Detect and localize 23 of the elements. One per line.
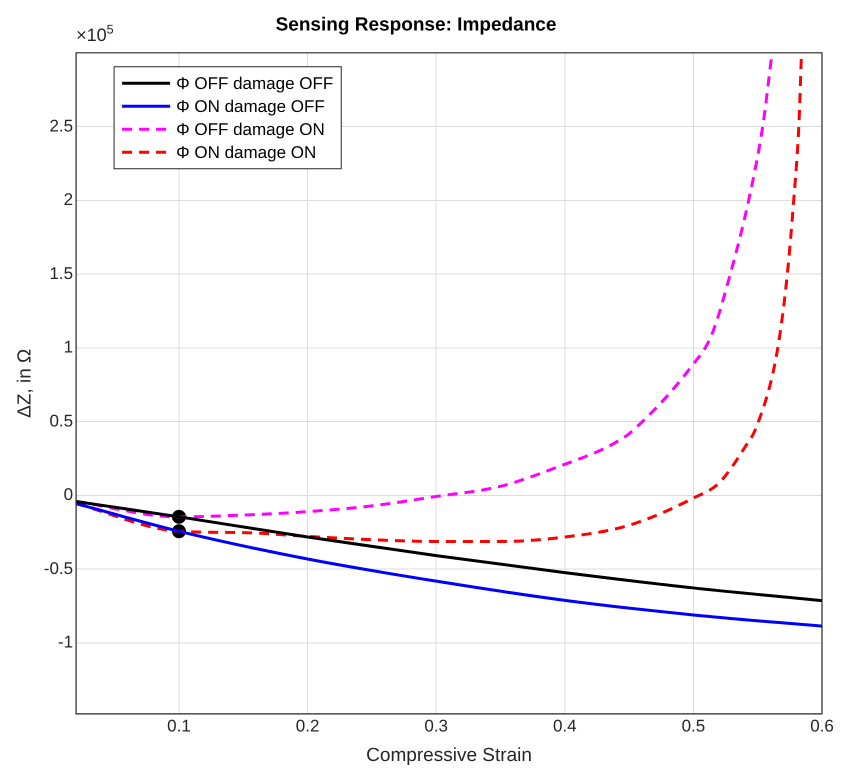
x-tick-label: 0.3 <box>424 716 448 736</box>
x-tick-label: 0.6 <box>810 716 834 736</box>
y-tick-label: 0.5 <box>49 411 74 430</box>
y-tick-label: -0.5 <box>44 558 74 578</box>
y-tick-label: 1 <box>64 338 74 357</box>
x-tick-label: 0.4 <box>552 716 577 736</box>
x-tick-label: 0.5 <box>682 716 706 736</box>
line-series <box>76 502 822 628</box>
legend-label: Φ ON damage ON <box>176 142 316 162</box>
y-tick-label: 1.5 <box>49 264 74 283</box>
legend-label: Φ ON damage OFF <box>176 96 325 116</box>
y-tick-label: -1 <box>58 632 74 652</box>
legend-label: Φ OFF damage ON <box>176 120 325 139</box>
x-tick-label: 0.1 <box>167 716 191 736</box>
x-axis-title: Compressive Strain <box>366 744 532 766</box>
y-axis-title: ΔZ, in Ω <box>14 348 36 418</box>
y-tick-label: 0 <box>64 485 74 504</box>
chart-title: Sensing Response: Impedance <box>276 14 556 36</box>
y-tick-label: 2 <box>64 190 74 210</box>
legend-label: Φ OFF damage OFF <box>176 74 334 93</box>
line-series <box>76 500 822 602</box>
y-tick-label: 2.5 <box>49 116 74 136</box>
x-tick-label: 0.2 <box>296 716 320 736</box>
